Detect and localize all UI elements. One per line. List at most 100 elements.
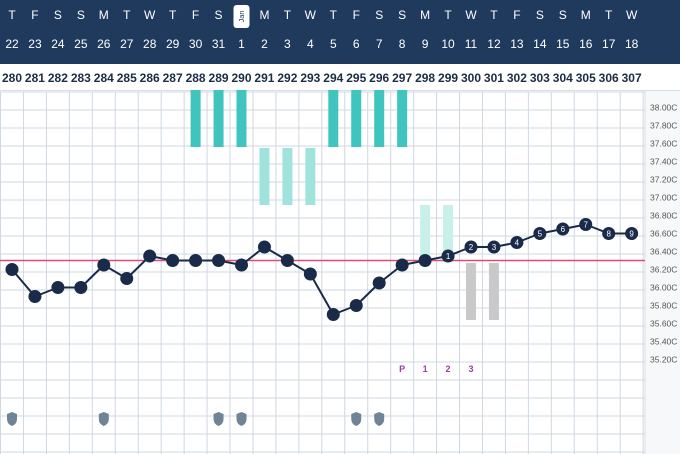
high-temp-count-label: 2 bbox=[469, 243, 474, 252]
temperature-point[interactable] bbox=[74, 281, 88, 294]
date-label: 10 bbox=[441, 37, 455, 51]
date-label: 5 bbox=[330, 37, 337, 51]
weekday-label: W bbox=[144, 8, 156, 22]
y-tick-label: 36.80C bbox=[650, 211, 677, 221]
temperature-point[interactable] bbox=[533, 227, 547, 240]
cycle-day-label: 286 bbox=[140, 71, 160, 85]
date-label: 30 bbox=[189, 37, 203, 51]
date-label: 1 bbox=[238, 37, 245, 51]
weekday-label: S bbox=[77, 8, 85, 22]
cycle-day-label: 300 bbox=[461, 71, 481, 85]
cycle-day-label: 307 bbox=[622, 71, 642, 85]
high-temp-count-label: 4 bbox=[515, 239, 520, 248]
date-label: 11 bbox=[465, 37, 478, 51]
cycle-day-label: 281 bbox=[25, 71, 45, 85]
date-label: 28 bbox=[143, 37, 157, 51]
cycle-day-label: 304 bbox=[553, 71, 573, 85]
temperature-point[interactable] bbox=[349, 299, 363, 312]
peak-day-label: 2 bbox=[446, 364, 451, 374]
high-temp-count-label: 7 bbox=[584, 221, 589, 230]
temperature-line bbox=[11, 223, 632, 316]
weekday-label: M bbox=[99, 8, 109, 22]
date-label: 4 bbox=[307, 37, 314, 51]
cycle-day-label: 292 bbox=[277, 71, 297, 85]
temperature-point[interactable] bbox=[625, 227, 639, 240]
date-label: 26 bbox=[97, 37, 111, 51]
temperature-point[interactable] bbox=[418, 254, 432, 267]
shield-icon bbox=[351, 412, 362, 426]
temperature-point[interactable] bbox=[487, 240, 501, 254]
date-label: 25 bbox=[74, 37, 88, 51]
cycle-day-label: 301 bbox=[484, 71, 504, 85]
temperature-point[interactable] bbox=[5, 263, 19, 276]
weekday-label: F bbox=[513, 8, 520, 22]
weekday-label: T bbox=[330, 8, 338, 22]
cycle-day-label: 283 bbox=[71, 71, 91, 85]
temperature-point[interactable] bbox=[510, 236, 524, 249]
temperature-point[interactable] bbox=[326, 308, 340, 321]
high-temp-count-label: 6 bbox=[561, 225, 566, 234]
temperature-point[interactable] bbox=[464, 240, 478, 254]
cycle-day-label: 299 bbox=[438, 71, 458, 85]
temperature-point[interactable] bbox=[143, 249, 157, 263]
high-temp-count-label: 3 bbox=[492, 243, 497, 252]
cycle-day-label: 302 bbox=[507, 71, 527, 85]
y-tick-label: 36.40C bbox=[650, 247, 677, 257]
weekday-label: S bbox=[215, 8, 223, 22]
cycle-day-label: 297 bbox=[392, 71, 412, 85]
cycle-day-label: 295 bbox=[346, 71, 366, 85]
cycle-day-label: 282 bbox=[48, 71, 68, 85]
temperature-point[interactable] bbox=[441, 249, 455, 263]
period-heavy-bar bbox=[213, 90, 224, 147]
temperature-point[interactable] bbox=[372, 276, 386, 290]
temperature-point[interactable] bbox=[556, 222, 570, 236]
weekday-label: M bbox=[420, 8, 430, 22]
cycle-day-label: 288 bbox=[186, 71, 206, 85]
weekday-label: F bbox=[31, 8, 38, 22]
weekday-label: W bbox=[305, 8, 317, 22]
temperature-point[interactable] bbox=[280, 254, 294, 267]
period-heavy-bar bbox=[374, 90, 385, 147]
cervical-fluid-bar bbox=[420, 205, 431, 262]
y-tick-label: 36.00C bbox=[650, 283, 677, 293]
weekday-label: S bbox=[54, 8, 62, 22]
shield-icon bbox=[7, 412, 17, 426]
cycle-day-label: 284 bbox=[94, 71, 114, 85]
temperature-point[interactable] bbox=[212, 254, 226, 267]
high-temp-count-label: 8 bbox=[606, 230, 611, 239]
temperature-point[interactable] bbox=[97, 258, 111, 272]
date-label: 6 bbox=[353, 37, 360, 51]
high-temp-count-label: 9 bbox=[629, 230, 634, 239]
y-tick-label: 37.20C bbox=[650, 175, 677, 185]
weekday-label: F bbox=[192, 8, 199, 22]
temperature-point[interactable] bbox=[120, 272, 134, 285]
date-label: 12 bbox=[487, 37, 501, 51]
temperature-point[interactable] bbox=[602, 227, 616, 240]
period-heavy-bar bbox=[190, 90, 201, 147]
temperature-point[interactable] bbox=[579, 218, 593, 231]
temperature-point[interactable] bbox=[189, 254, 203, 267]
temperature-point[interactable] bbox=[257, 240, 271, 254]
shield-icon bbox=[374, 412, 385, 426]
temperature-point[interactable] bbox=[166, 254, 180, 267]
weekday-label: S bbox=[375, 8, 383, 22]
weekday-label: T bbox=[490, 8, 498, 22]
weekday-label: S bbox=[536, 8, 544, 22]
weekday-label: W bbox=[626, 8, 638, 22]
y-tick-label: 36.20C bbox=[650, 265, 677, 275]
cycle-day-label: 290 bbox=[231, 71, 251, 85]
temperature-point[interactable] bbox=[28, 290, 42, 303]
cycle-day-label: 306 bbox=[599, 71, 619, 85]
high-temp-count-label: 5 bbox=[538, 230, 543, 239]
high-temp-count-label: 1 bbox=[446, 252, 451, 261]
temperature-point[interactable] bbox=[395, 258, 409, 272]
header-bar bbox=[0, 0, 680, 64]
temperature-point[interactable] bbox=[235, 258, 248, 272]
weekday-label: T bbox=[169, 8, 177, 22]
temperature-point[interactable] bbox=[303, 267, 317, 281]
date-label: 7 bbox=[376, 37, 383, 51]
temperature-point[interactable] bbox=[51, 281, 65, 294]
cycle-day-label: 280 bbox=[2, 71, 22, 85]
y-tick-label: 35.40C bbox=[650, 337, 677, 347]
